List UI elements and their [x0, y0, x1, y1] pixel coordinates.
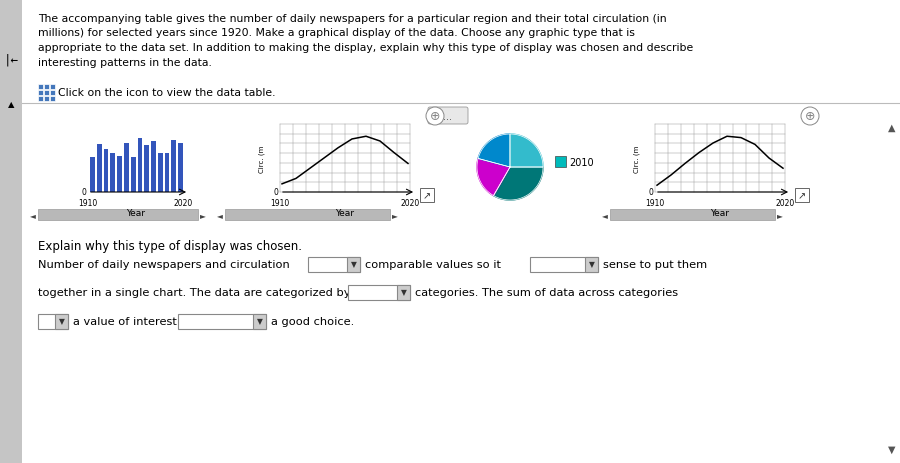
Text: 0: 0 [273, 188, 278, 197]
Text: 1910: 1910 [270, 199, 290, 207]
Text: The accompanying table gives the number of daily newspapers for a particular reg: The accompanying table gives the number … [38, 14, 667, 24]
Text: interesting patterns in the data.: interesting patterns in the data. [38, 57, 212, 67]
Text: 1910: 1910 [645, 199, 664, 207]
FancyBboxPatch shape [555, 156, 566, 168]
FancyBboxPatch shape [178, 144, 183, 193]
FancyBboxPatch shape [111, 154, 115, 193]
Text: ▼: ▼ [400, 288, 407, 297]
FancyBboxPatch shape [38, 85, 43, 90]
Text: Number of daily newspapers and circulation: Number of daily newspapers and circulati… [38, 259, 290, 269]
FancyBboxPatch shape [138, 139, 142, 193]
FancyBboxPatch shape [397, 285, 410, 300]
Text: Year: Year [126, 208, 145, 218]
Polygon shape [478, 135, 510, 168]
FancyBboxPatch shape [144, 146, 149, 193]
FancyBboxPatch shape [348, 285, 410, 300]
Text: a value of interest. Thus,: a value of interest. Thus, [73, 316, 215, 326]
Text: a good choice.: a good choice. [271, 316, 355, 326]
FancyBboxPatch shape [420, 188, 434, 202]
Text: ⊕: ⊕ [430, 110, 440, 123]
Text: categories. The sum of data across categories: categories. The sum of data across categ… [415, 288, 678, 297]
FancyBboxPatch shape [530, 257, 598, 272]
FancyBboxPatch shape [610, 210, 775, 220]
Text: comparable values so it: comparable values so it [365, 259, 501, 269]
FancyBboxPatch shape [44, 91, 49, 96]
FancyBboxPatch shape [158, 154, 163, 193]
Polygon shape [510, 135, 543, 168]
Text: |←: |← [4, 53, 19, 66]
Text: ▼: ▼ [58, 317, 65, 326]
FancyBboxPatch shape [38, 97, 43, 102]
Text: ↗: ↗ [423, 191, 431, 200]
FancyBboxPatch shape [104, 150, 108, 193]
FancyBboxPatch shape [171, 141, 176, 193]
FancyBboxPatch shape [130, 158, 136, 193]
Text: ▲: ▲ [8, 100, 14, 109]
Text: millions) for selected years since 1920. Make a graphical display of the data. C: millions) for selected years since 1920.… [38, 28, 634, 38]
FancyBboxPatch shape [165, 154, 169, 193]
Text: 0: 0 [81, 188, 86, 197]
FancyBboxPatch shape [38, 314, 68, 329]
FancyBboxPatch shape [308, 257, 360, 272]
FancyBboxPatch shape [0, 0, 22, 463]
Text: ▼: ▼ [351, 260, 356, 269]
Text: sense to put them: sense to put them [603, 259, 707, 269]
Text: ▲: ▲ [888, 123, 896, 133]
Circle shape [426, 108, 444, 126]
Text: Circ. (m: Circ. (m [634, 145, 640, 172]
FancyBboxPatch shape [50, 85, 55, 90]
Text: Year: Year [336, 208, 355, 218]
Text: 2020: 2020 [776, 199, 795, 207]
Polygon shape [477, 159, 510, 196]
Text: Explain why this type of display was chosen.: Explain why this type of display was cho… [38, 239, 302, 252]
Text: ►: ► [777, 211, 783, 220]
Text: ►: ► [392, 211, 398, 220]
Text: ▼: ▼ [888, 444, 896, 454]
FancyBboxPatch shape [44, 97, 49, 102]
Text: 2010: 2010 [569, 158, 594, 168]
FancyBboxPatch shape [38, 210, 198, 220]
FancyBboxPatch shape [55, 314, 68, 329]
Text: together in a single chart. The data are categorized by: together in a single chart. The data are… [38, 288, 350, 297]
Text: ▼: ▼ [589, 260, 594, 269]
Text: 2020: 2020 [174, 199, 193, 207]
FancyBboxPatch shape [50, 97, 55, 102]
FancyBboxPatch shape [97, 144, 102, 193]
Text: ◄: ◄ [602, 211, 608, 220]
FancyBboxPatch shape [38, 91, 43, 96]
Text: Year: Year [710, 208, 730, 218]
Text: ◄: ◄ [217, 211, 223, 220]
Text: appropriate to the data set. In addition to making the display, explain why this: appropriate to the data set. In addition… [38, 43, 693, 53]
FancyBboxPatch shape [585, 257, 598, 272]
FancyBboxPatch shape [178, 314, 266, 329]
Polygon shape [493, 168, 543, 200]
FancyBboxPatch shape [151, 142, 156, 193]
Text: ►: ► [200, 211, 206, 220]
FancyBboxPatch shape [90, 158, 94, 193]
FancyBboxPatch shape [124, 144, 129, 193]
FancyBboxPatch shape [428, 108, 468, 125]
Text: ⊕: ⊕ [805, 110, 815, 123]
Text: ↗: ↗ [798, 191, 806, 200]
FancyBboxPatch shape [347, 257, 360, 272]
FancyBboxPatch shape [117, 156, 122, 193]
FancyBboxPatch shape [795, 188, 809, 202]
Text: 1910: 1910 [78, 199, 97, 207]
Text: ◄: ◄ [30, 211, 36, 220]
FancyBboxPatch shape [44, 85, 49, 90]
Text: 2020: 2020 [400, 199, 419, 207]
FancyBboxPatch shape [225, 210, 390, 220]
FancyBboxPatch shape [50, 91, 55, 96]
Circle shape [801, 108, 819, 126]
Text: 0: 0 [648, 188, 653, 197]
Text: ▼: ▼ [256, 317, 263, 326]
Text: Circ. (m: Circ. (m [259, 145, 266, 172]
Text: ...: ... [444, 112, 453, 122]
FancyBboxPatch shape [253, 314, 266, 329]
Text: Click on the icon to view the data table.: Click on the icon to view the data table… [58, 88, 275, 98]
